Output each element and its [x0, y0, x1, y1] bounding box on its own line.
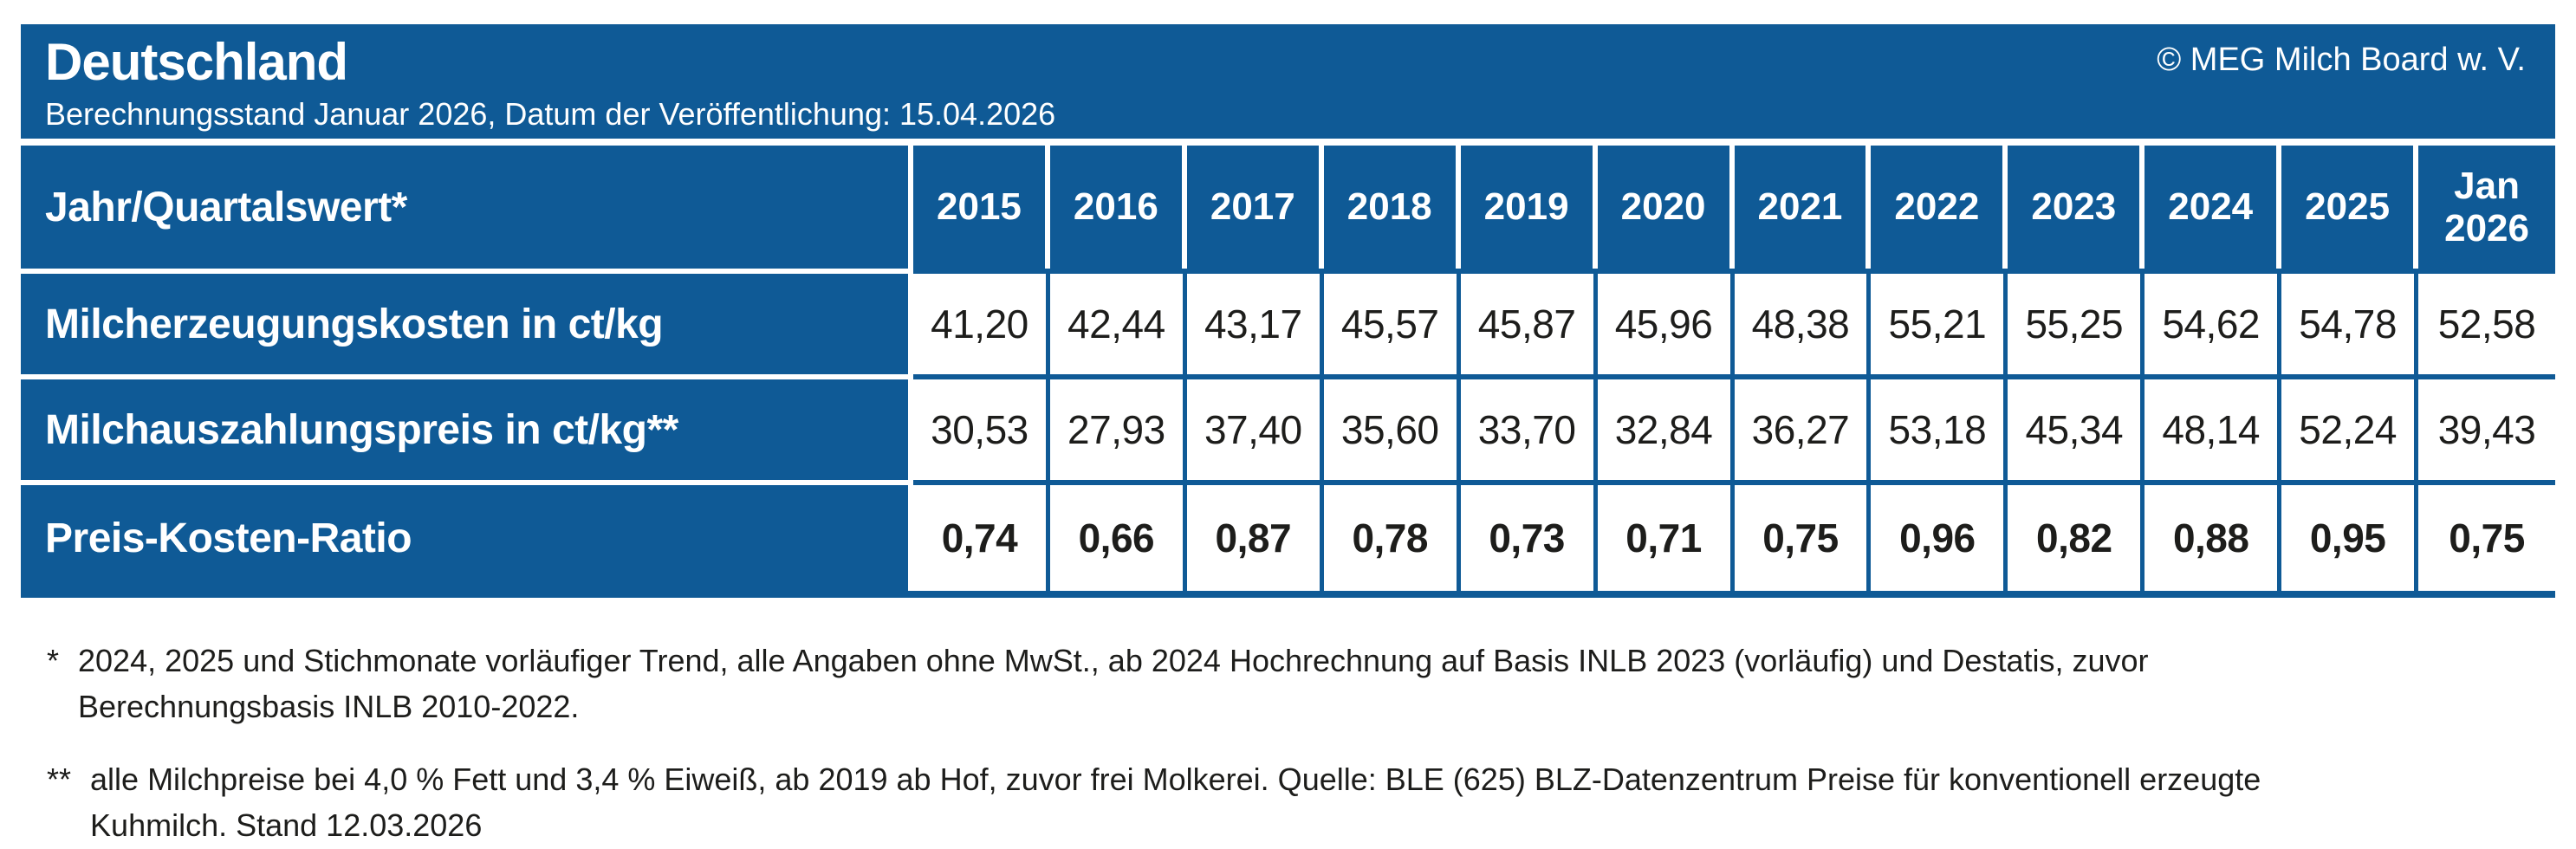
data-cell: 55,25	[2008, 269, 2145, 374]
year-header: 2016	[1049, 146, 1187, 269]
data-cell: 45,34	[2008, 374, 2145, 480]
data-cell: 0,71	[1597, 480, 1735, 591]
row-label-production-costs: Milcherzeugungskosten in ct/kg	[21, 269, 913, 374]
year-header: 2023	[2008, 146, 2145, 269]
data-cell: 0,88	[2145, 480, 2282, 591]
data-cell: 39,43	[2418, 374, 2555, 480]
footnote-trend-basis: * 2024, 2025 und Stichmonate vorläufiger…	[47, 638, 2291, 730]
data-cell: 41,20	[913, 269, 1050, 374]
data-cell: 27,93	[1049, 374, 1187, 480]
data-cell: 0,73	[1460, 480, 1598, 591]
header-band: Deutschland Berechnungsstand Januar 2026…	[21, 24, 2555, 139]
data-cell: 0,95	[2281, 480, 2419, 591]
data-cell: 36,27	[1734, 374, 1872, 480]
data-cell: 45,57	[1323, 269, 1461, 374]
data-cell: 52,24	[2281, 374, 2419, 480]
data-cell: 45,96	[1597, 269, 1735, 374]
data-cell: 0,82	[2008, 480, 2145, 591]
footnote-marker: *	[47, 643, 60, 678]
footnote-milk-price-source: ** alle Milchpreise bei 4,0 % Fett und 3…	[47, 756, 2291, 849]
year-header: 2018	[1323, 146, 1461, 269]
data-table: Jahr/Quartalswert* 2015 2016 2017 2018 2…	[21, 146, 2555, 598]
data-cell: 48,38	[1734, 269, 1872, 374]
data-cell: 42,44	[1049, 269, 1187, 374]
data-cell: 0,78	[1323, 480, 1461, 591]
data-cell: 0,75	[1734, 480, 1872, 591]
data-cell: 0,96	[1871, 480, 2008, 591]
year-header: 2021	[1734, 146, 1872, 269]
row-label-payout-price: Milchauszahlungspreis in ct/kg**	[21, 374, 913, 480]
data-cell: 0,74	[913, 480, 1050, 591]
data-cell: 33,70	[1460, 374, 1598, 480]
year-header: 2015	[913, 146, 1050, 269]
data-cell: 53,18	[1871, 374, 2008, 480]
footnote-marker: **	[47, 761, 72, 797]
data-cell: 32,84	[1597, 374, 1735, 480]
data-cell: 54,78	[2281, 269, 2419, 374]
year-header: 2019	[1460, 146, 1598, 269]
data-cell: 55,21	[1871, 269, 2008, 374]
data-cell: 35,60	[1323, 374, 1461, 480]
footnote-text: alle Milchpreise bei 4,0 % Fett und 3,4 …	[90, 761, 2261, 843]
year-header: 2022	[1871, 146, 2008, 269]
data-cell: 37,40	[1186, 374, 1324, 480]
year-header: 2025	[2281, 146, 2419, 269]
footnotes: * 2024, 2025 und Stichmonate vorläufiger…	[47, 638, 2291, 848]
copyright-note: © MEG Milch Board w. V.	[2157, 42, 2526, 78]
corner-cell: Jahr/Quartalswert*	[21, 146, 913, 269]
data-cell: 0,75	[2418, 480, 2555, 591]
data-cell: 30,53	[913, 374, 1050, 480]
row-label-price-cost-ratio: Preis-Kosten-Ratio	[21, 480, 913, 591]
year-header: 2024	[2145, 146, 2282, 269]
year-header: 2017	[1186, 146, 1324, 269]
header-subtitle: Berechnungsstand Januar 2026, Datum der …	[45, 96, 1056, 132]
year-header: Jan 2026	[2418, 146, 2555, 269]
data-cell: 0,87	[1186, 480, 1324, 591]
data-cell: 45,87	[1460, 269, 1598, 374]
data-cell: 48,14	[2145, 374, 2282, 480]
header-left: Deutschland Berechnungsstand Januar 2026…	[45, 24, 1055, 133]
data-cell: 43,17	[1186, 269, 1324, 374]
footnote-text: 2024, 2025 und Stichmonate vorläufiger T…	[78, 643, 2149, 725]
region-title: Deutschland	[45, 33, 348, 91]
data-cell: 54,62	[2145, 269, 2282, 374]
data-cell: 0,66	[1049, 480, 1187, 591]
data-cell: 52,58	[2418, 269, 2555, 374]
year-header: 2020	[1597, 146, 1735, 269]
